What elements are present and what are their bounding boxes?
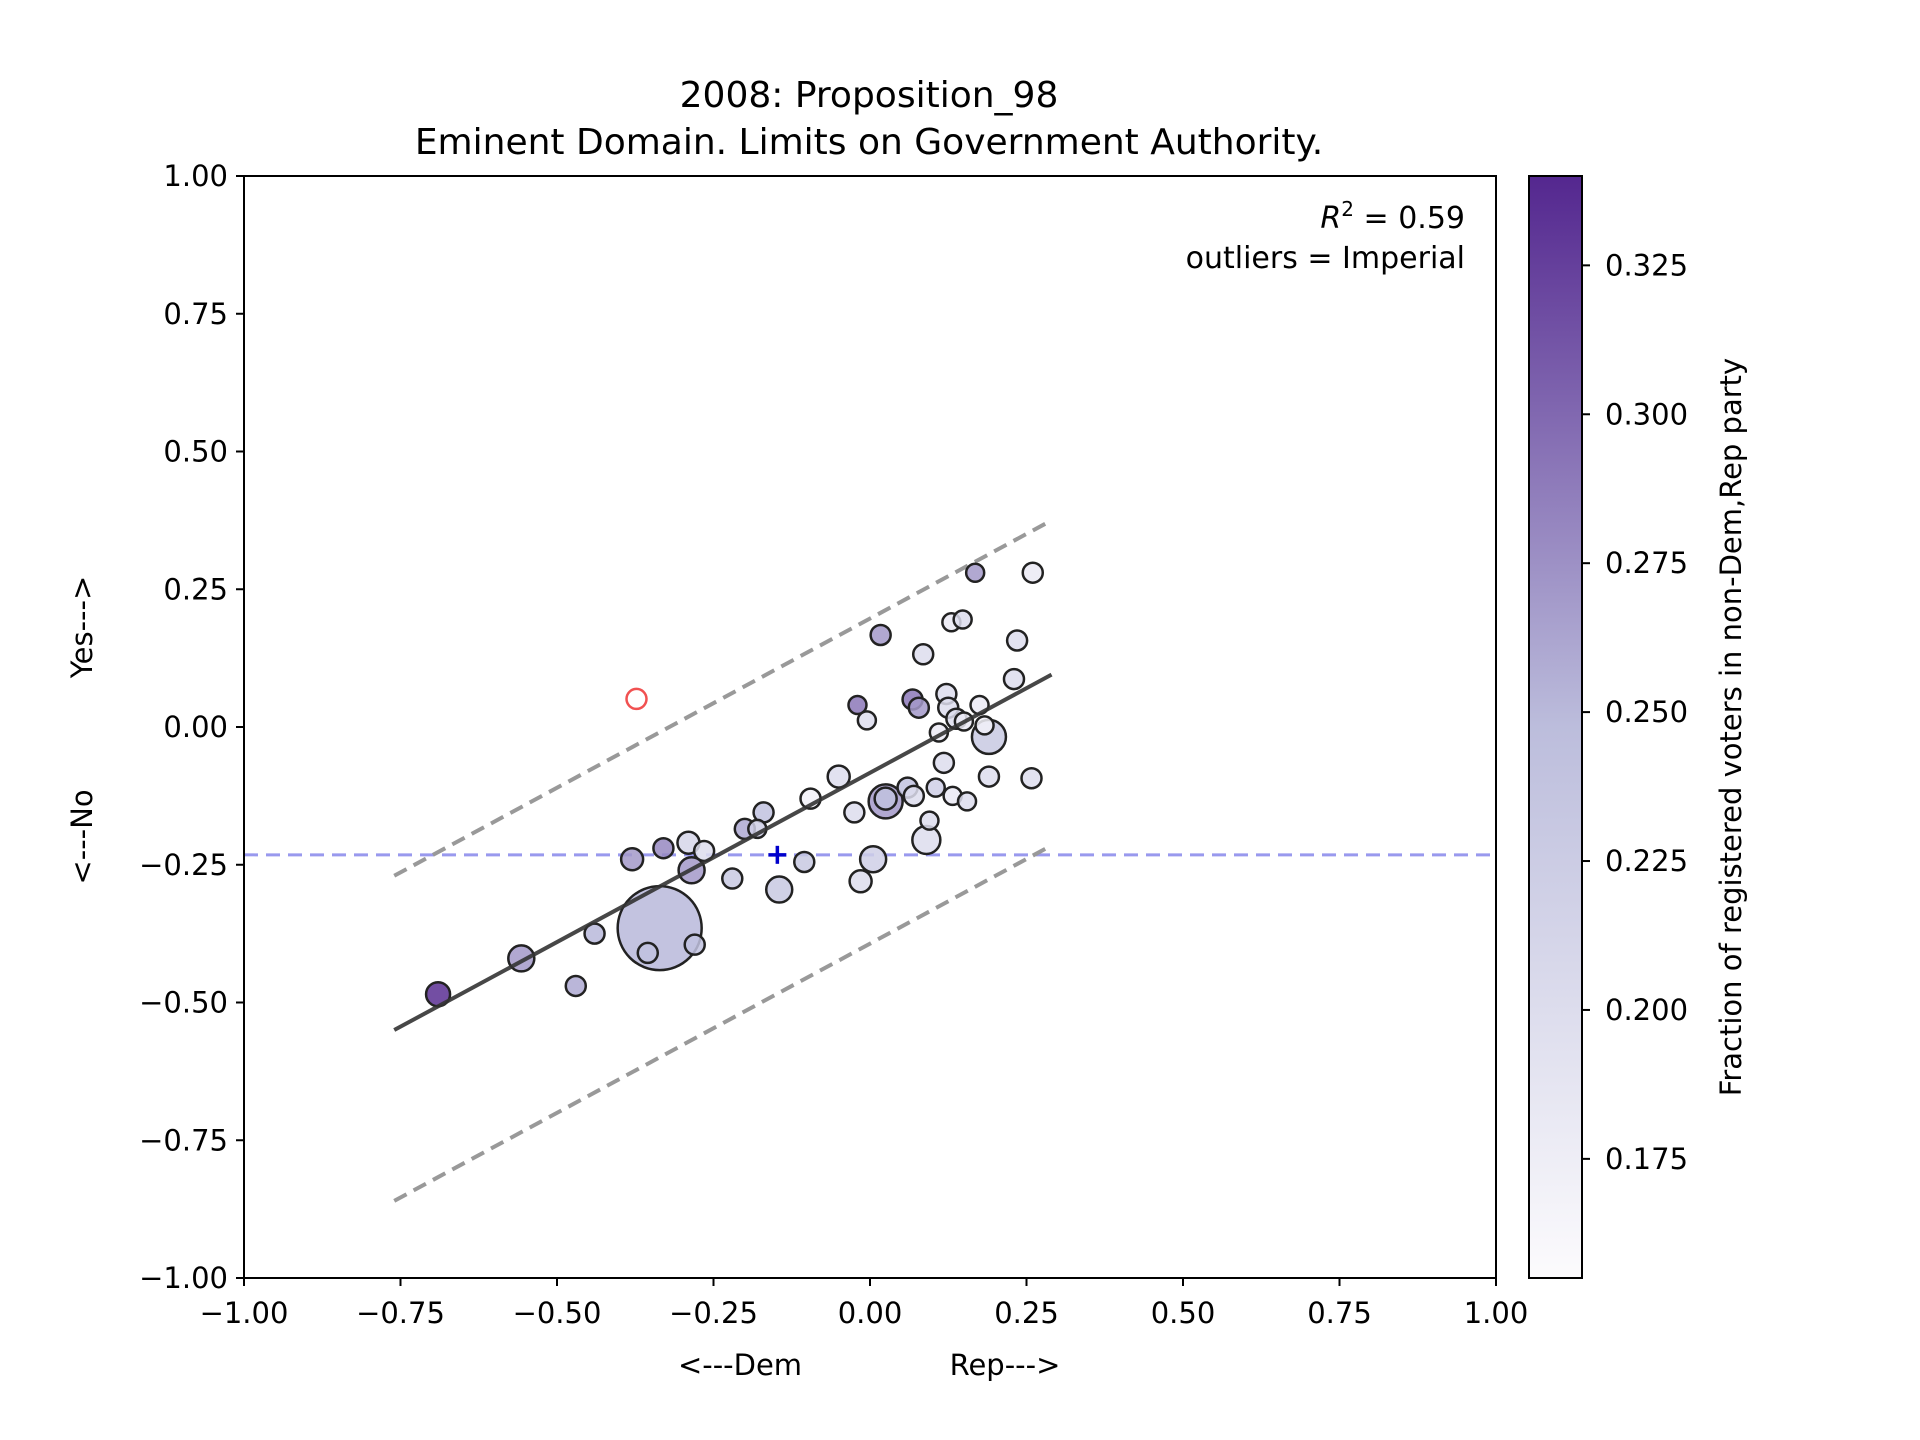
- data-point: [925, 777, 946, 798]
- mean-marker: [768, 845, 787, 864]
- data-point: [911, 643, 935, 666]
- x-tick-label: −0.25: [669, 1296, 758, 1330]
- colorbar-ticks: 0.175 0.200 0.225 0.250 0.275 0.300 0.325: [1582, 248, 1688, 1176]
- r-squared-value: = 0.59: [1354, 201, 1465, 236]
- y-axis-label-no: <---No: [65, 789, 99, 884]
- y-axis-label-yes: Yes--->: [65, 576, 99, 680]
- data-point: [1021, 561, 1045, 584]
- outlier-point: [625, 687, 648, 711]
- data-point: [793, 850, 816, 874]
- data-point: [932, 751, 956, 775]
- x-axis: −1.00 −0.75 −0.50 −0.25 0.00 0.25 0.50 0.75 1.00: [200, 1278, 1529, 1330]
- y-tick-label: 0.50: [163, 435, 228, 469]
- regression-line: [393, 672, 1053, 1032]
- data-point: [1005, 629, 1029, 652]
- colorbar-tick-label: 0.175: [1605, 1142, 1688, 1176]
- data-point: [977, 765, 1001, 788]
- data-point: [848, 869, 873, 894]
- data-point: [1002, 667, 1026, 691]
- data-point: [1020, 766, 1043, 790]
- data-point: [616, 884, 703, 972]
- data-point: [847, 694, 868, 716]
- r-squared-symbol: R: [1320, 201, 1341, 236]
- chart-title-line2: Eminent Domain. Limits on Government Aut…: [415, 122, 1323, 163]
- data-point: [564, 974, 588, 998]
- y-axis: 1.00 0.75 0.50 0.25 0.00 −0.25 −0.50 −0.75 −1.00: [139, 159, 244, 1295]
- colorbar-tick-label: 0.300: [1605, 397, 1688, 431]
- x-tick-label: 0.50: [1151, 1296, 1216, 1330]
- x-tick-label: 0.75: [1307, 1296, 1372, 1330]
- x-tick-label: 1.00: [1464, 1296, 1529, 1330]
- data-point: [721, 867, 744, 890]
- data-point: [619, 846, 645, 872]
- r-squared-exponent: 2: [1341, 197, 1354, 221]
- data-point: [956, 791, 978, 812]
- data-point: [907, 696, 931, 719]
- data-point: [856, 710, 878, 731]
- y-tick-label: −0.75: [139, 1123, 228, 1157]
- data-point: [764, 875, 794, 904]
- colorbar: [1528, 175, 1583, 1279]
- data-point: [652, 836, 675, 860]
- outliers-annotation: outliers = Imperial: [1186, 241, 1465, 276]
- data-point: [636, 941, 660, 965]
- y-tick-label: −1.00: [139, 1261, 228, 1295]
- y-tick-label: −0.50: [139, 986, 228, 1020]
- y-tick-label: 0.25: [163, 572, 228, 606]
- data-point: [964, 562, 986, 583]
- data-point: [974, 715, 995, 736]
- x-tick-label: −1.00: [200, 1296, 289, 1330]
- y-tick-label: 0.75: [163, 297, 228, 331]
- colorbar-tick-label: 0.200: [1605, 993, 1688, 1027]
- y-tick-label: 1.00: [163, 159, 228, 193]
- colorbar-tick-label: 0.325: [1605, 248, 1688, 282]
- data-point: [843, 801, 866, 824]
- x-axis-label-dem: <---Dem: [678, 1348, 802, 1382]
- colorbar-tick-label: 0.275: [1605, 546, 1688, 580]
- data-point: [683, 933, 706, 956]
- x-tick-label: −0.50: [513, 1296, 602, 1330]
- data-point: [873, 786, 898, 811]
- colorbar-tick-label: 0.250: [1605, 695, 1688, 729]
- y-tick-label: 0.00: [163, 710, 228, 744]
- data-point: [952, 609, 973, 630]
- data-point: [919, 810, 940, 831]
- data-point: [902, 784, 926, 808]
- y-tick-label: −0.25: [139, 848, 228, 882]
- data-point: [858, 844, 888, 874]
- colorbar-label: Fraction of registered voters in non-Dem…: [1714, 358, 1748, 1096]
- x-axis-label-rep: Rep--->: [950, 1348, 1061, 1382]
- lower-band-line: [393, 843, 1053, 1203]
- colorbar-tick-label: 0.225: [1605, 844, 1688, 878]
- upper-band-line: [393, 518, 1053, 878]
- x-tick-label: 0.25: [994, 1296, 1059, 1330]
- x-tick-label: 0.00: [838, 1296, 903, 1330]
- plot-overlays: [393, 672, 1053, 1032]
- chart-title-line1: 2008: Proposition_98: [680, 75, 1059, 116]
- r-squared-annotation: R2 = 0.59: [1320, 197, 1465, 236]
- x-tick-label: −0.75: [356, 1296, 445, 1330]
- data-point: [869, 623, 892, 647]
- scatter-points: [424, 561, 1045, 1008]
